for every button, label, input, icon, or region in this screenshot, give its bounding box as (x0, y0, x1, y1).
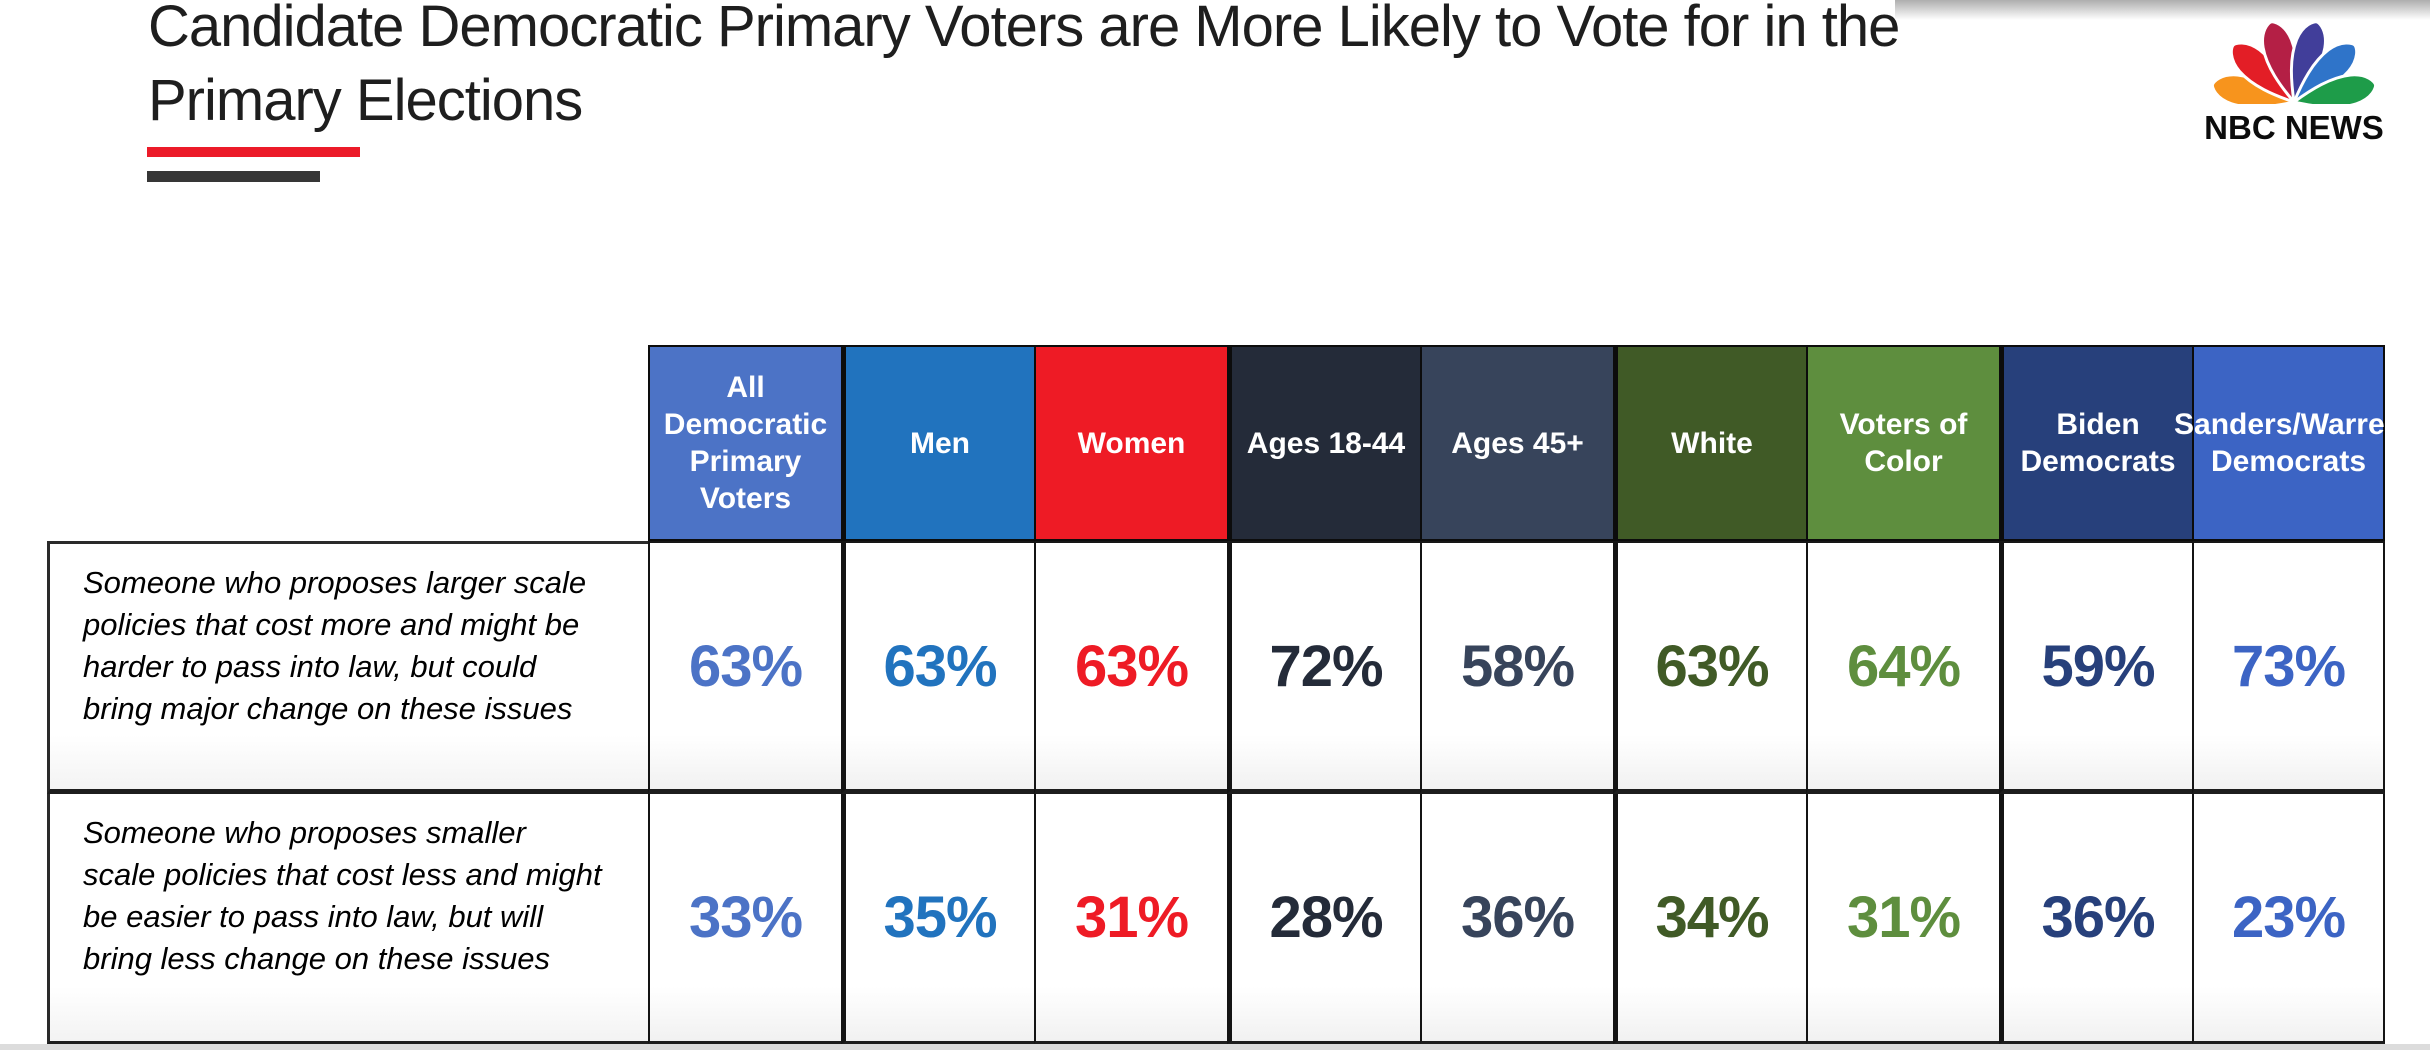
poll-results-table: All Democratic Primary Voters Men Women … (47, 345, 2403, 1044)
value-smaller-voters-of-color: 31% (1806, 794, 1999, 1044)
row-label-larger-scale-policies: Someone who proposes larger scale polici… (47, 541, 648, 794)
value-smaller-ages-18-44: 28% (1227, 794, 1420, 1044)
column-header-all-democratic-primary-voters: All Democratic Primary Voters (648, 345, 841, 541)
column-header-biden-democrats: Biden Democrats (1999, 345, 2192, 541)
nbc-peacock-icon (2211, 20, 2377, 104)
value-larger-sanders-warren: 73% (2192, 541, 2385, 794)
column-header-women: Women (1034, 345, 1227, 541)
value-larger-voters-of-color: 64% (1806, 541, 1999, 794)
value-larger-ages-45-plus: 58% (1420, 541, 1613, 794)
column-header-sanders-warren-democrats: Sanders/Warren Democrats (2174, 345, 2403, 541)
value-smaller-biden-democrats: 36% (1999, 794, 2192, 1044)
value-smaller-women: 31% (1034, 794, 1227, 1044)
table-corner-empty (47, 345, 648, 541)
value-smaller-white: 34% (1613, 794, 1806, 1044)
column-header-white: White (1613, 345, 1806, 541)
page-title-line-1: Candidate Democratic Primary Voters are … (148, 0, 1900, 59)
value-smaller-all-democratic: 33% (648, 794, 841, 1044)
page-title-line-2: Primary Elections (148, 68, 583, 133)
value-smaller-sanders-warren: 23% (2192, 794, 2385, 1044)
column-header-ages-45-plus: Ages 45+ (1420, 345, 1613, 541)
value-larger-white: 63% (1613, 541, 1806, 794)
value-smaller-ages-45-plus: 36% (1420, 794, 1613, 1044)
value-larger-men: 63% (841, 541, 1034, 794)
value-larger-all-democratic: 63% (648, 541, 841, 794)
column-header-men: Men (841, 345, 1034, 541)
row-label-smaller-scale-policies: Someone who proposes smaller scale polic… (47, 794, 648, 1044)
value-smaller-men: 35% (841, 794, 1034, 1044)
title-underline-red (147, 147, 360, 157)
column-header-voters-of-color: Voters of Color (1806, 345, 1999, 541)
value-larger-women: 63% (1034, 541, 1227, 794)
value-larger-biden-democrats: 59% (1999, 541, 2192, 794)
title-underline-dark (147, 171, 320, 182)
top-edge-shade (1895, 0, 2430, 20)
value-larger-ages-18-44: 72% (1227, 541, 1420, 794)
column-header-ages-18-44: Ages 18-44 (1227, 345, 1420, 541)
nbc-news-wordmark: NBC NEWS (2204, 109, 2384, 146)
nbc-news-logo: NBC NEWS (2196, 6, 2392, 146)
page-title: Candidate Democratic Primary Voters are … (148, 0, 2188, 138)
peacock-feather-green (2290, 73, 2377, 104)
bottom-edge-strip (0, 1044, 2430, 1050)
